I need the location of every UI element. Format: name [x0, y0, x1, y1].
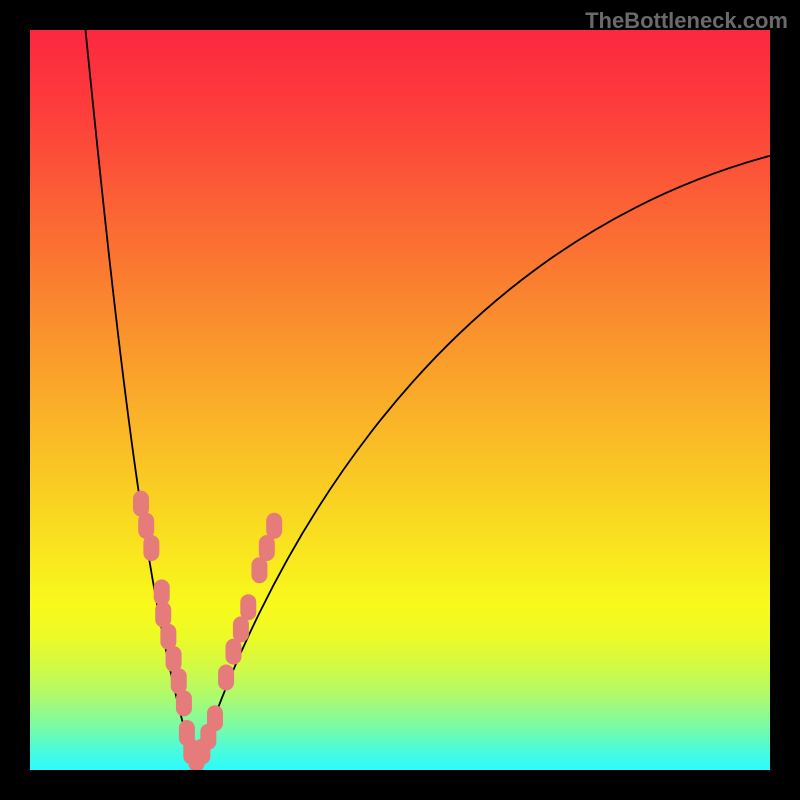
marker-point: [266, 513, 282, 539]
chart-plot-area: [30, 30, 770, 770]
marker-point: [155, 602, 171, 628]
marker-point: [218, 665, 234, 691]
marker-point: [240, 594, 256, 620]
marker-point: [143, 535, 159, 561]
marker-point: [176, 690, 192, 716]
marker-point: [138, 513, 154, 539]
marker-point: [133, 491, 149, 517]
gradient-background: [30, 30, 770, 770]
watermark-text: TheBottleneck.com: [585, 8, 788, 34]
marker-point: [166, 646, 182, 672]
marker-point: [251, 557, 267, 583]
chart-svg: [30, 30, 770, 770]
marker-point: [207, 705, 223, 731]
marker-point: [226, 639, 242, 665]
marker-point: [259, 535, 275, 561]
marker-point: [233, 616, 249, 642]
marker-point: [160, 624, 176, 650]
marker-point: [154, 579, 170, 605]
marker-point: [171, 668, 187, 694]
